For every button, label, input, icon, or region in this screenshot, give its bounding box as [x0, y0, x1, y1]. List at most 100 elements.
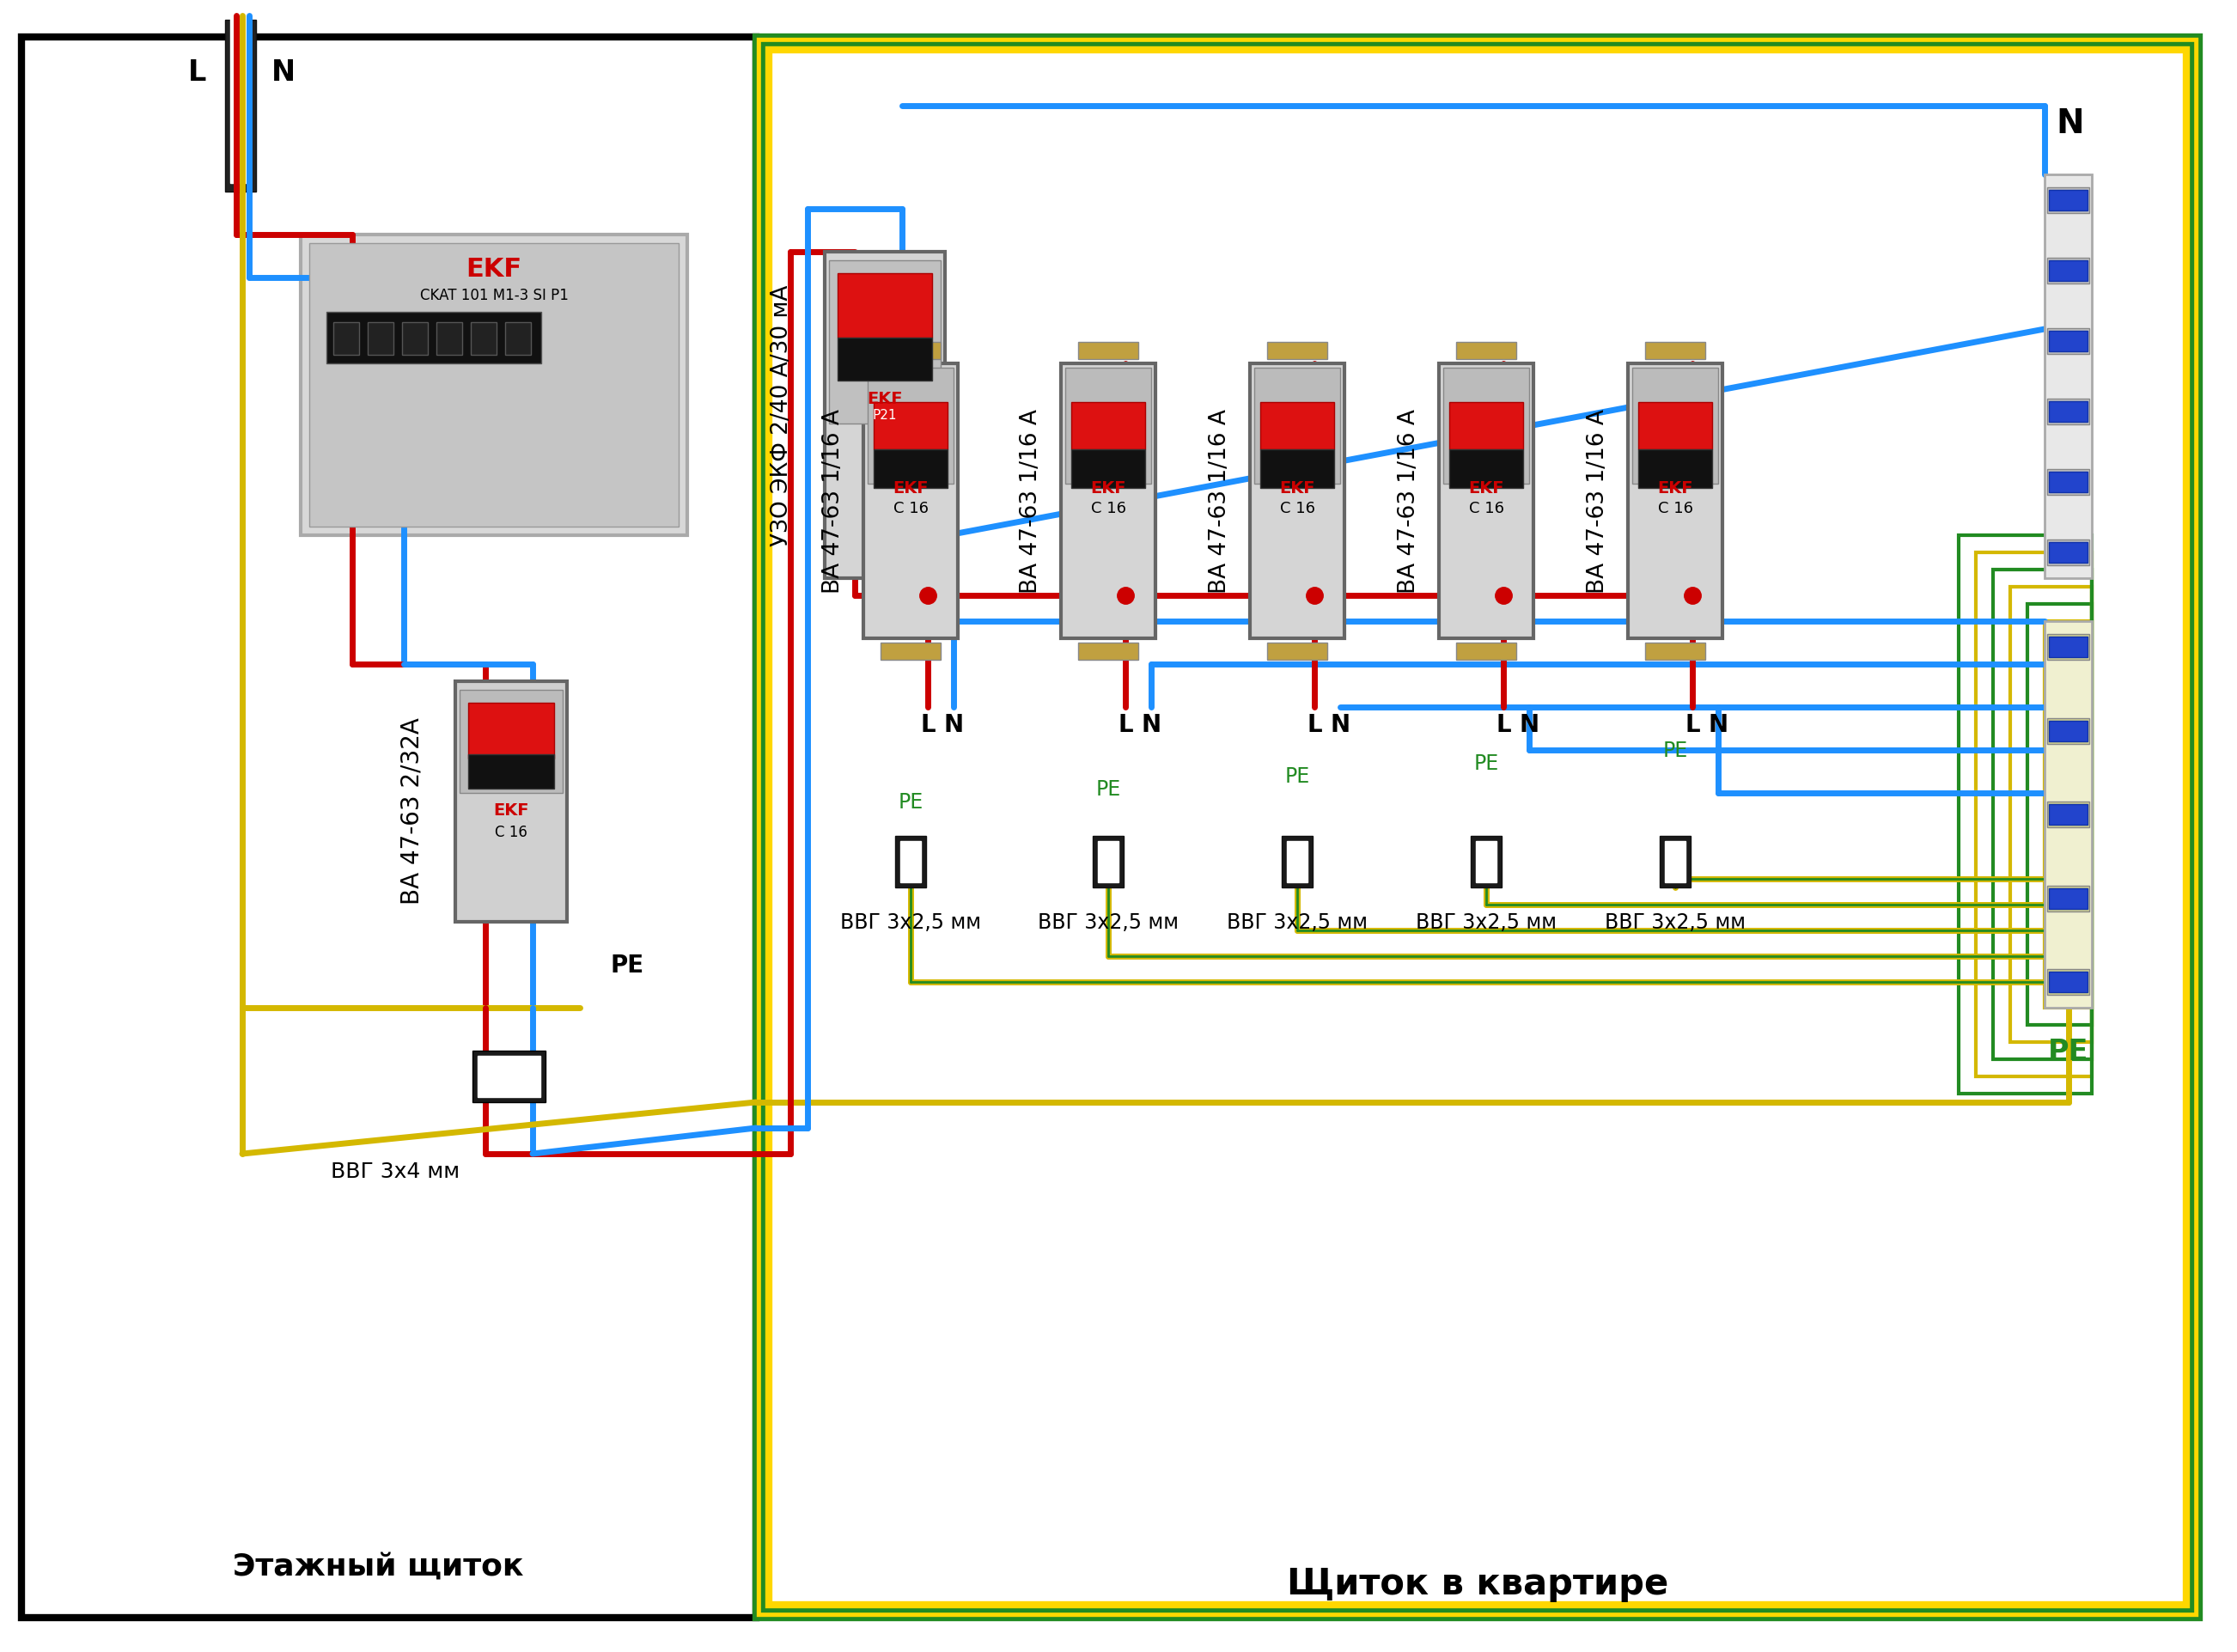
Bar [863, 363, 957, 639]
Bar [1072, 403, 1145, 449]
Bar [22, 38, 756, 1617]
Text: EKF: EKF [1089, 481, 1125, 497]
Bar [1065, 368, 1152, 484]
Text: N: N [1141, 712, 1161, 737]
Text: ВА 47-63 1/16 А: ВА 47-63 1/16 А [1020, 410, 1042, 593]
Bar [506, 322, 530, 355]
Bar [2011, 588, 2092, 1042]
Bar [1286, 841, 1306, 882]
Bar [2049, 332, 2087, 352]
Bar [2027, 605, 2092, 1026]
Bar [1060, 363, 1157, 639]
Text: L: L [1118, 712, 1132, 737]
Bar [1438, 363, 1532, 639]
Text: PE: PE [2049, 1037, 2089, 1066]
Bar [2049, 805, 2087, 824]
Bar [1960, 535, 2092, 1094]
Text: ВВГ 3х2,5 мм: ВВГ 3х2,5 мм [1416, 912, 1557, 932]
Bar [1644, 342, 1705, 360]
Bar [770, 51, 2186, 1604]
Bar [2045, 621, 2092, 1008]
Bar [2045, 621, 2092, 1008]
Bar [1975, 553, 2092, 1077]
Bar [825, 253, 944, 578]
Text: EKF: EKF [465, 258, 521, 282]
Bar [1664, 841, 1684, 882]
Bar [2047, 801, 2089, 828]
Bar [881, 342, 942, 360]
Bar [875, 403, 948, 449]
Bar [472, 1051, 546, 1102]
Bar [1259, 403, 1333, 449]
Bar [2049, 401, 2087, 423]
Bar [2047, 970, 2089, 995]
Bar [1450, 403, 1523, 449]
Text: L: L [188, 58, 206, 86]
Bar [1633, 368, 1718, 484]
Bar [470, 322, 497, 355]
Bar [1993, 570, 2092, 1059]
Text: C 16: C 16 [1658, 501, 1693, 515]
Bar [367, 322, 394, 355]
Bar [1078, 342, 1139, 360]
Text: EKF: EKF [1280, 481, 1315, 497]
Bar [1450, 449, 1523, 489]
Text: L: L [919, 712, 935, 737]
Bar [1072, 449, 1145, 489]
Bar [1629, 363, 1722, 639]
Bar [403, 322, 427, 355]
Bar [2047, 400, 2089, 425]
Bar [1250, 363, 1344, 639]
Text: EKF: EKF [1658, 481, 1693, 497]
Bar [1456, 643, 1517, 661]
Text: L: L [1497, 712, 1510, 737]
Text: N: N [271, 58, 295, 86]
Bar [2047, 885, 2089, 912]
Bar [1255, 368, 1340, 484]
Bar [1259, 449, 1333, 489]
Bar [899, 841, 922, 882]
Text: ВА 47-63 1/16 А: ВА 47-63 1/16 А [1586, 410, 1608, 593]
Text: PE: PE [897, 791, 924, 813]
Bar [436, 322, 463, 355]
Text: PE: PE [1284, 767, 1309, 786]
Text: L: L [1684, 712, 1700, 737]
Bar [2049, 889, 2087, 909]
Text: СKAT 101 М1-3 SI Р1: СKAT 101 М1-3 SI Р1 [421, 287, 568, 302]
Bar [1470, 836, 1501, 887]
Bar [327, 312, 541, 363]
Bar [456, 682, 566, 922]
Bar [1644, 643, 1705, 661]
Bar [2049, 261, 2087, 281]
Text: L: L [1306, 712, 1322, 737]
Bar [2049, 472, 2087, 492]
Bar [1456, 342, 1517, 360]
Text: C 16: C 16 [1092, 501, 1125, 515]
Bar [875, 449, 948, 489]
Bar [333, 322, 360, 355]
Bar [2047, 469, 2089, 496]
Text: ВА 47-63 1/16 А: ВА 47-63 1/16 А [823, 410, 843, 593]
Text: PE: PE [1474, 753, 1499, 773]
Text: N: N [1519, 712, 1539, 737]
Text: EKF: EKF [494, 803, 528, 819]
Bar [2049, 190, 2087, 211]
Bar [468, 704, 555, 758]
Text: Р21: Р21 [872, 410, 897, 421]
Bar [1092, 836, 1123, 887]
Text: ВВГ 3х4 мм: ВВГ 3х4 мм [331, 1161, 459, 1181]
Text: PE: PE [1662, 740, 1687, 760]
Text: N: N [1709, 712, 1727, 737]
Bar [2047, 634, 2089, 661]
Text: EKF: EKF [868, 390, 904, 406]
Bar [300, 235, 687, 535]
Bar [2049, 542, 2087, 563]
Text: ВВГ 3х2,5 мм: ВВГ 3х2,5 мм [1604, 912, 1745, 932]
Bar [479, 1056, 541, 1097]
Bar [1266, 342, 1327, 360]
Bar [1282, 836, 1313, 887]
Text: C 16: C 16 [494, 824, 528, 839]
Text: N: N [1331, 712, 1351, 737]
Bar [459, 691, 564, 793]
Text: C 16: C 16 [1280, 501, 1315, 515]
